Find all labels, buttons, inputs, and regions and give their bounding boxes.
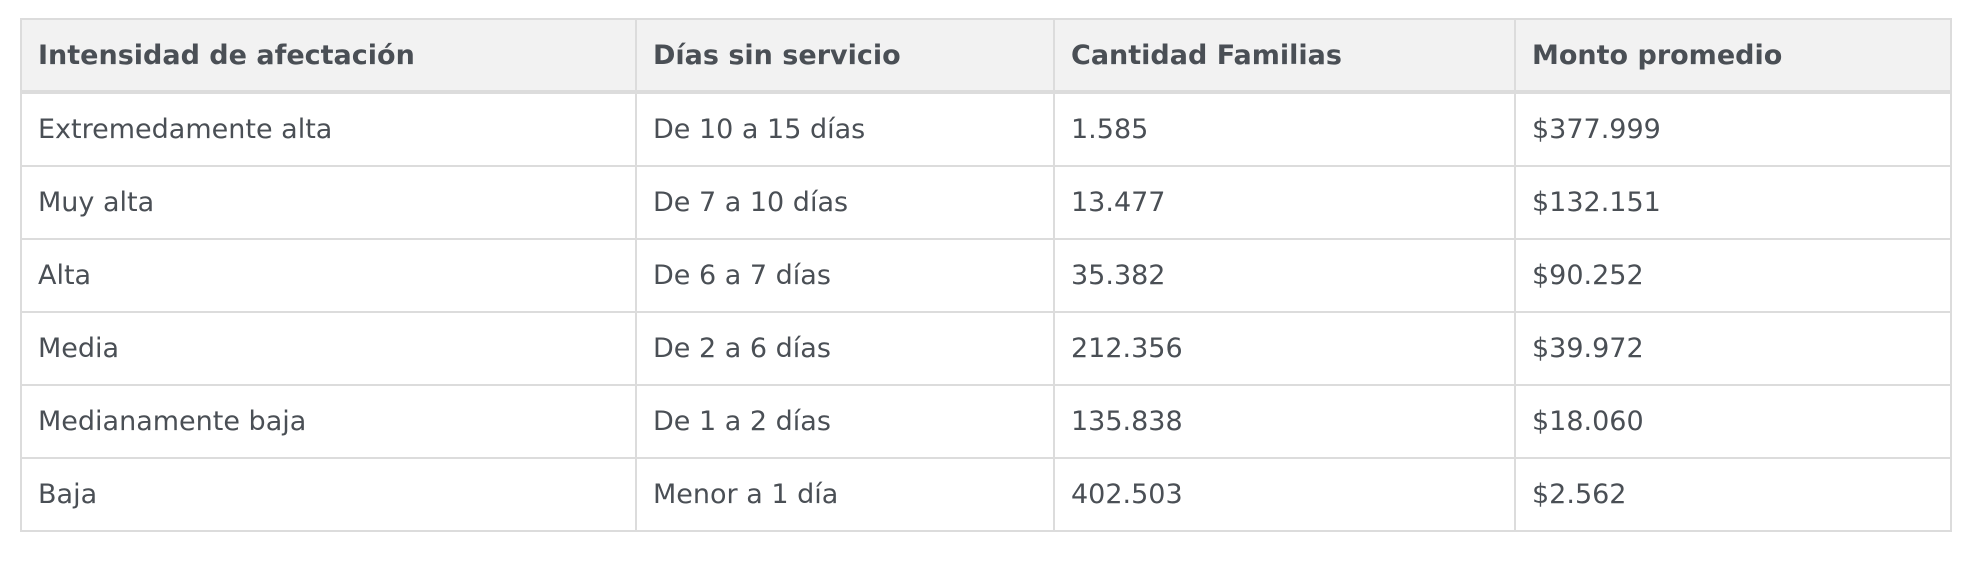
table-cell: De 6 a 7 días: [635, 238, 1055, 313]
data-table-container: Intensidad de afectación Días sin servic…: [20, 18, 1952, 532]
table-body: Extremedamente alta De 10 a 15 días 1.58…: [20, 91, 1952, 532]
table-cell: De 2 a 6 días: [635, 311, 1055, 386]
table-cell: $39.972: [1514, 311, 1952, 386]
table-cell: De 7 a 10 días: [635, 165, 1055, 240]
table-cell: Menor a 1 día: [635, 457, 1055, 532]
table-cell: 212.356: [1053, 311, 1516, 386]
column-header-familias: Cantidad Familias: [1053, 18, 1516, 94]
table-cell: 35.382: [1053, 238, 1516, 313]
header-row: Intensidad de afectación Días sin servic…: [20, 18, 1952, 94]
table-cell: $90.252: [1514, 238, 1952, 313]
table-row: Extremedamente alta De 10 a 15 días 1.58…: [20, 91, 1952, 167]
column-header-intensidad: Intensidad de afectación: [20, 18, 637, 94]
table-row: Muy alta De 7 a 10 días 13.477 $132.151: [20, 165, 1952, 240]
table-header: Intensidad de afectación Días sin servic…: [20, 18, 1952, 94]
table-cell: Alta: [20, 238, 637, 313]
table-cell: Baja: [20, 457, 637, 532]
table-cell: 135.838: [1053, 384, 1516, 459]
table-cell: Muy alta: [20, 165, 637, 240]
column-header-dias: Días sin servicio: [635, 18, 1055, 94]
table-cell: 402.503: [1053, 457, 1516, 532]
table-cell: $2.562: [1514, 457, 1952, 532]
column-header-monto: Monto promedio: [1514, 18, 1952, 94]
table-cell: De 1 a 2 días: [635, 384, 1055, 459]
table-cell: Extremedamente alta: [20, 91, 637, 167]
table-cell: $132.151: [1514, 165, 1952, 240]
table-row: Media De 2 a 6 días 212.356 $39.972: [20, 311, 1952, 386]
table-cell: $377.999: [1514, 91, 1952, 167]
table-cell: Medianamente baja: [20, 384, 637, 459]
table-cell: Media: [20, 311, 637, 386]
table-row: Alta De 6 a 7 días 35.382 $90.252: [20, 238, 1952, 313]
data-table: Intensidad de afectación Días sin servic…: [20, 18, 1952, 532]
table-cell: $18.060: [1514, 384, 1952, 459]
table-row: Medianamente baja De 1 a 2 días 135.838 …: [20, 384, 1952, 459]
table-row: Baja Menor a 1 día 402.503 $2.562: [20, 457, 1952, 532]
table-cell: De 10 a 15 días: [635, 91, 1055, 167]
table-cell: 1.585: [1053, 91, 1516, 167]
table-cell: 13.477: [1053, 165, 1516, 240]
